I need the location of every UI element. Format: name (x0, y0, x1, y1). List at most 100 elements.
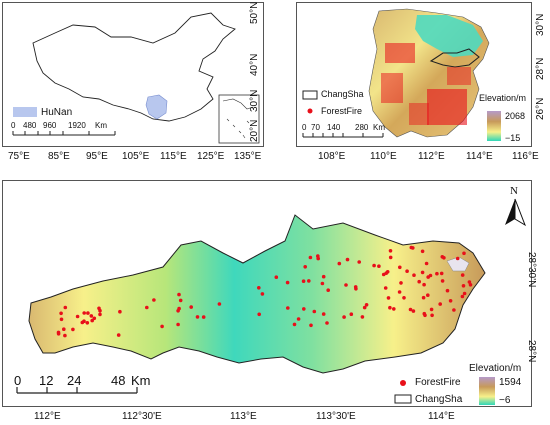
china-lon-tick-6: 135°E (234, 151, 262, 162)
hunan-elevation-max: 2068 (505, 111, 526, 121)
forest-fire-point (411, 309, 416, 313)
changsha-scale-bar (16, 387, 138, 394)
forest-fire-point (384, 271, 389, 275)
forest-fire-point (452, 308, 456, 312)
changsha-scale-label-2: 24 (67, 373, 82, 388)
changsha-scale-label-0: 0 (14, 373, 22, 388)
forest-fire-point (388, 255, 393, 260)
forest-fire-point (354, 287, 358, 291)
forest-fire-point (364, 303, 369, 307)
hunan-elevation-ramp (487, 111, 501, 141)
forest-fire-point (303, 265, 308, 269)
china-map-panel: HuNan 0 480 960 1920 Km (2, 2, 264, 147)
hunan-fire-points (381, 43, 471, 125)
inset-coast (222, 98, 254, 110)
forest-fire-point (217, 302, 222, 306)
north-arrow-label: N (510, 185, 518, 197)
forest-fire-point (309, 323, 313, 328)
changsha-elevation-ramp (479, 377, 495, 405)
forest-fire-point (429, 307, 434, 312)
forest-fire-point (468, 283, 473, 287)
hunan-map-svg (302, 8, 501, 141)
forest-fire-point (308, 255, 313, 260)
china-outline (32, 12, 236, 122)
forest-fire-point (71, 327, 75, 332)
hunan-lon-tick-3: 114°E (466, 151, 493, 162)
china-lat-tick-0: 50°N (249, 1, 260, 24)
forest-fire-point (462, 291, 467, 296)
forest-fire-point (274, 275, 279, 279)
hunan-lon-tick-2: 112°E (418, 151, 445, 162)
changsha-map-svg (16, 198, 526, 405)
forest-fire-point (342, 315, 346, 319)
forest-fire-point (392, 307, 396, 311)
changsha-elevation-min: −6 (499, 395, 511, 406)
hunan-legend-fire-label: ForestFire (321, 106, 363, 116)
changsha-lon-tick-2: 113°E (230, 411, 257, 422)
forest-fire-point (397, 290, 402, 294)
forest-fire-point (402, 296, 406, 300)
china-lon-tick-1: 85°E (48, 151, 70, 162)
hunan-lon-tick-0: 108°E (318, 151, 346, 162)
hunan-legend-boundary-label: ChangSha (321, 89, 364, 99)
forest-fire-point (98, 312, 102, 317)
forest-fire-point (386, 296, 391, 300)
changsha-legend-fire-marker (400, 380, 406, 386)
forest-fire-point (383, 286, 388, 290)
forest-fire-point (98, 308, 102, 313)
changsha-lat-tick-1: 28°N (526, 340, 537, 363)
china-lon-tick-4: 115°E (160, 151, 187, 162)
changsha-lon-tick-4: 114°E (428, 411, 455, 422)
forest-fire-point (345, 257, 350, 262)
hunan-lat-tick-1: 28°N (535, 57, 546, 80)
forest-fire-point (75, 314, 80, 319)
changsha-elevation-max: 1594 (499, 377, 522, 388)
changsha-map-panel: N 0 12 24 48 Km ForestFire ChangSha Elev… (2, 180, 532, 407)
forest-fire-point (118, 309, 122, 314)
forest-fire-point (82, 311, 86, 315)
forest-fire-point (320, 281, 325, 286)
forest-fire-point (460, 294, 465, 299)
changsha-legend-fire-label: ForestFire (415, 377, 461, 388)
china-scale-label-0: 0 (11, 121, 16, 130)
forest-fire-point (63, 305, 68, 310)
forest-fire-point (377, 264, 381, 268)
china-lon-tick-3: 105°E (122, 151, 150, 162)
forest-fire-point (426, 293, 430, 297)
forest-fire-point (467, 280, 472, 284)
hunan-scale-label-0: 0 (302, 123, 307, 132)
changsha-legend-boundary-label: ChangSha (415, 394, 463, 405)
forest-fire-point (398, 265, 402, 270)
forest-fire-point (321, 312, 326, 316)
forest-fire-point (326, 288, 331, 292)
forest-fire-point (302, 307, 306, 311)
hunan-elevation-title: Elevation/m (479, 93, 527, 103)
forest-fire-point (423, 313, 427, 318)
changsha-scale-label-4: Km (131, 373, 151, 388)
forest-fire-point (296, 317, 301, 321)
forest-fire-point (455, 256, 460, 261)
forest-fire-point (286, 306, 290, 310)
hunan-elevation-min: −15 (505, 133, 521, 143)
hunan-legend-label: HuNan (41, 107, 73, 118)
forest-fire-point (176, 322, 180, 327)
dongting-lowland (415, 15, 483, 57)
forest-fire-point (422, 282, 426, 287)
forest-fire-point (195, 315, 200, 319)
north-arrow (505, 198, 526, 227)
hunan-province (145, 94, 168, 120)
forest-fire-point (292, 322, 297, 327)
forest-fire-point (177, 292, 181, 297)
changsha-scale-label-1: 12 (39, 373, 54, 388)
forest-fire-point (116, 333, 121, 337)
hunan-map-panel: ChangSha ForestFire Elevation/m 2068 −15… (296, 2, 532, 147)
forest-fire-point (411, 246, 415, 250)
forest-fire-point (62, 327, 66, 331)
forest-fire-point (460, 273, 465, 277)
forest-fire-point (344, 283, 348, 287)
forest-fire-point (257, 312, 261, 317)
forest-fire-point (420, 270, 425, 275)
china-lat-tick-2: 30°N (249, 89, 260, 112)
forest-fire-point (417, 279, 422, 284)
china-scale-label-1: 480 (23, 121, 37, 130)
